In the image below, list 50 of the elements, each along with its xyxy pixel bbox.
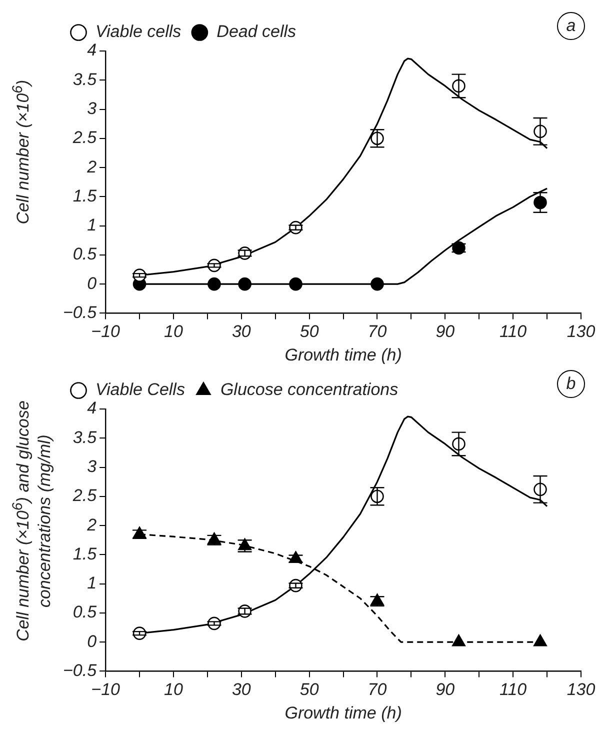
point: [452, 634, 466, 646]
point: [370, 277, 384, 291]
y-tick-label: 2: [86, 157, 98, 176]
point: [534, 634, 547, 646]
y-tick-label: 4: [87, 398, 97, 418]
legend-label: Viable cells: [96, 22, 182, 42]
y-tick-label: 1.5: [72, 544, 98, 564]
y-tick-label: 4: [87, 40, 97, 60]
x-tick-label: 110: [500, 680, 528, 700]
y-tick-label: 0.5: [72, 244, 98, 264]
x-tick-label: 90: [436, 680, 456, 700]
y-tick-label: 1: [87, 574, 97, 593]
point: [289, 277, 302, 291]
y-tick-label: −0.5: [63, 302, 98, 322]
y-tick-label: −0.5: [63, 660, 98, 680]
x-tick-label: 50: [300, 680, 320, 700]
point: [208, 277, 221, 291]
legend-label: Glucose concentrations: [220, 380, 399, 400]
y-tick-label: 3.5: [72, 70, 98, 89]
y-tick-label: 2: [86, 515, 98, 534]
y-tick-label: 0: [87, 274, 98, 293]
legend-label: Dead cells: [216, 22, 297, 42]
x-tick-label: 130: [566, 322, 596, 342]
text: a: [557, 12, 585, 40]
legend-label: Viable Cells: [96, 380, 186, 400]
x-tick-label: −10: [91, 680, 121, 700]
x-tick-label: 50: [300, 322, 320, 342]
y-tick-label: 3: [87, 99, 98, 118]
y-tick-label: 2.5: [72, 128, 98, 148]
x-axis-title: Growth time (h): [284, 346, 402, 365]
x-axis-title: Growth time (h): [284, 704, 402, 723]
text: b: [557, 370, 585, 398]
x-tick-label: 30: [232, 680, 252, 700]
y-tick-label: 3: [87, 457, 98, 476]
y-tick-label: 0: [87, 632, 98, 651]
x-tick-label: 10: [164, 322, 184, 342]
x-tick-label: 70: [368, 322, 388, 342]
y-tick-label: 3.5: [72, 428, 98, 447]
x-tick-label: 110: [500, 322, 528, 342]
point: [238, 277, 252, 291]
x-tick-label: 70: [368, 680, 388, 700]
y-tick-label: 1.5: [72, 186, 98, 206]
x-tick-label: 90: [436, 322, 456, 342]
x-tick-label: 130: [566, 680, 596, 700]
x-tick-label: −10: [91, 322, 121, 342]
y-tick-label: 1: [87, 216, 97, 235]
y-tick-label: 2.5: [72, 486, 98, 506]
x-tick-label: 10: [164, 680, 184, 700]
x-tick-label: 30: [232, 322, 252, 342]
y-tick-label: 0.5: [72, 602, 98, 622]
